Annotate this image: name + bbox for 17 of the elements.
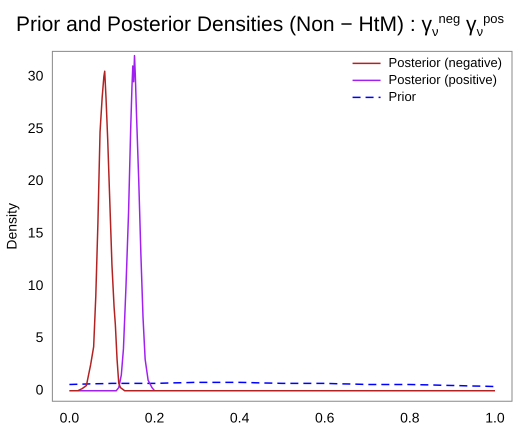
x-tick-label: 0.6 [315,409,335,426]
y-axis-title: Density [3,202,20,250]
x-tick-label: 0.0 [60,409,80,426]
y-tick-label: 20 [28,172,44,188]
y-tick-label: 25 [28,120,44,136]
legend-label: Posterior (negative) [388,54,502,70]
x-tick-label: 1.0 [485,409,505,426]
y-tick-label: 10 [28,276,44,293]
legend-label: Posterior (positive) [388,72,497,87]
y-tick-label: 30 [28,67,44,84]
legend-label: Prior [388,88,417,104]
x-tick-label: 0.2 [144,409,164,426]
y-tick-label: 5 [36,329,44,346]
y-tick-label: 15 [28,224,44,240]
x-tick-label: 0.8 [400,409,420,426]
y-tick-label: 0 [36,382,44,398]
x-tick-label: 0.4 [230,409,250,426]
